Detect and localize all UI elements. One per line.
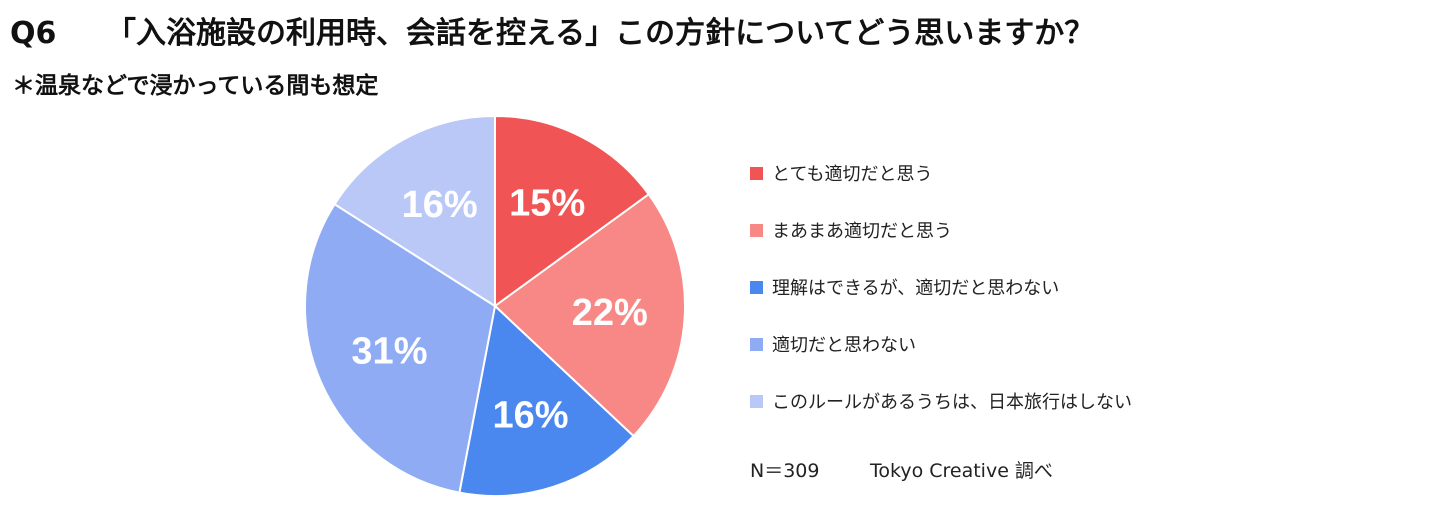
legend-swatch xyxy=(750,167,763,180)
legend-item-understand-not-appropriate: 理解はできるが、適切だと思わない xyxy=(750,274,1132,331)
question-number: Q6 xyxy=(10,16,57,51)
source-credit: Tokyo Creative 調べ xyxy=(870,460,1053,482)
slice-label-understand-not-appropriate: 16% xyxy=(493,394,569,436)
question-text: 「入浴施設の利用時、会話を控える」この方針についてどう思いますか？ xyxy=(106,16,1095,51)
pie-slice-understand-not-appropriate xyxy=(458,304,635,497)
slice-label-fairly-appropriate: 22% xyxy=(572,292,648,334)
legend-label: まあまあ適切だと思う xyxy=(772,221,952,242)
slice-label-not-appropriate: 31% xyxy=(351,331,427,373)
legend-item-not-appropriate: 適切だと思わない xyxy=(750,331,1132,388)
pie-slice-very-appropriate xyxy=(494,114,651,308)
pie-slice-fairly-appropriate xyxy=(493,192,686,438)
legend-swatch xyxy=(750,395,763,408)
legend-label: とても適切だと思う xyxy=(772,164,933,185)
legend-swatch xyxy=(750,224,763,237)
chart-subtitle: ＊温泉などで浸かっている間も想定 xyxy=(12,73,379,99)
legend-label: 理解はできるが、適切だと思わない xyxy=(772,278,1060,299)
legend-item-fairly-appropriate: まあまあ適切だと思う xyxy=(750,217,1132,274)
slice-label-no-travel: 16% xyxy=(402,184,478,226)
legend-swatch xyxy=(750,338,763,351)
legend-item-no-travel: このルールがあるうちは、日本旅行はしない xyxy=(750,388,1132,445)
sample-size: N＝309 xyxy=(750,460,820,482)
legend: とても適切だと思う まあまあ適切だと思う 理解はできるが、適切だと思わない 適切… xyxy=(750,160,1132,445)
legend-swatch xyxy=(750,281,763,294)
pie-slice-no-travel xyxy=(333,114,496,308)
chart-title: Q6 「入浴施設の利用時、会話を控える」この方針についてどう思いますか？ xyxy=(10,8,1094,52)
legend-label: このルールがあるうちは、日本旅行はしない xyxy=(772,392,1132,413)
legend-label: 適切だと思わない xyxy=(772,335,916,356)
chart-footer: N＝309 Tokyo Creative 調べ xyxy=(750,456,1053,483)
slice-label-very-appropriate: 15% xyxy=(509,183,585,225)
legend-item-very-appropriate: とても適切だと思う xyxy=(750,160,1132,217)
